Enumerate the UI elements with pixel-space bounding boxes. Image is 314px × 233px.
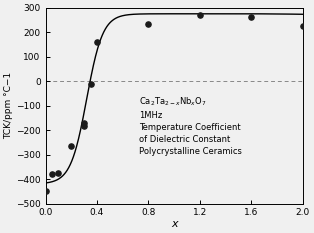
Point	[82, 121, 87, 125]
Point	[146, 22, 151, 25]
Point	[88, 82, 93, 86]
Point	[82, 125, 87, 128]
Point	[50, 172, 55, 176]
Point	[249, 16, 254, 19]
Point	[197, 13, 202, 17]
Point	[69, 144, 74, 148]
Y-axis label: TCK/ppm °C−1: TCK/ppm °C−1	[4, 72, 13, 139]
Point	[300, 24, 305, 28]
Point	[95, 40, 100, 44]
Point	[43, 189, 48, 193]
Point	[56, 171, 61, 175]
Text: Ca$_2$Ta$_{2-x}$Nb$_x$O$_7$
1MHz
Temperature Coefficient
of Dielectric Constant
: Ca$_2$Ta$_{2-x}$Nb$_x$O$_7$ 1MHz Tempera…	[139, 96, 242, 156]
X-axis label: x: x	[171, 219, 177, 229]
